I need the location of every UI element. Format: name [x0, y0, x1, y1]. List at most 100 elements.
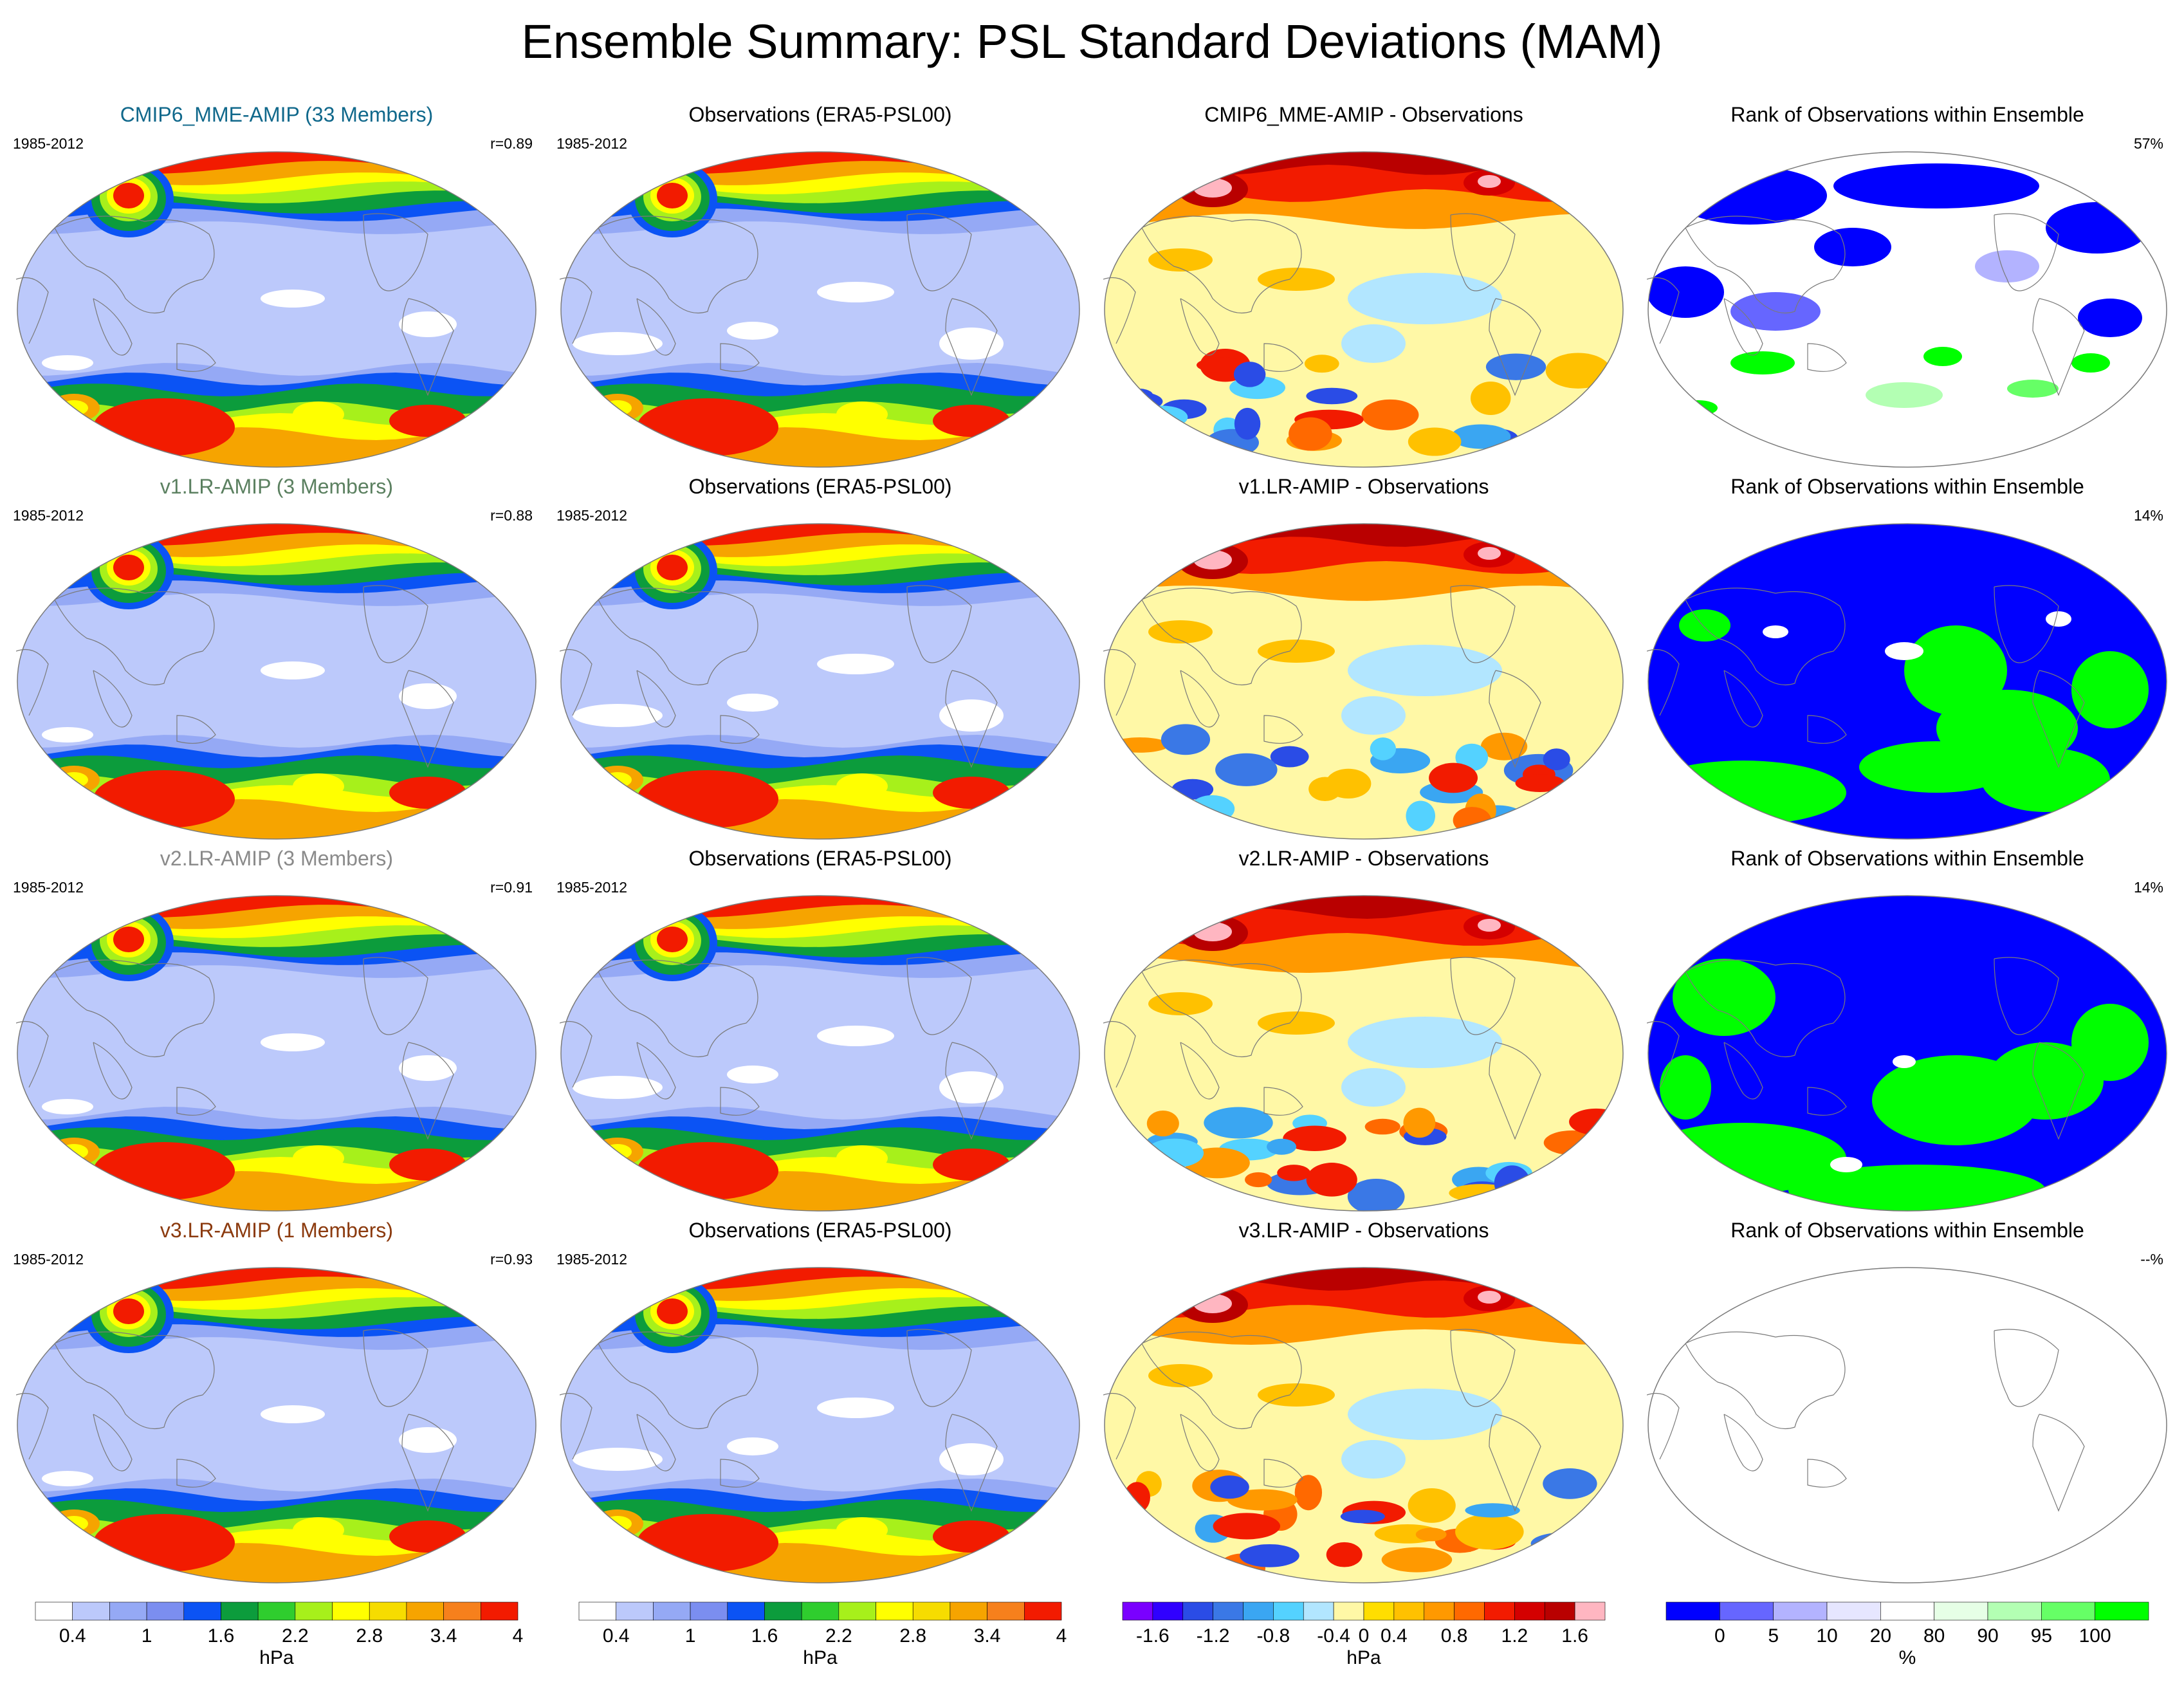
colorbar-swatch [369, 1601, 407, 1621]
period-label: 1985-2012 [556, 879, 627, 896]
colorbar-swatch [616, 1601, 654, 1621]
world-map [16, 1266, 537, 1584]
period-label: 1985-2012 [556, 135, 627, 152]
colorbar-tick-label: 2.2 [825, 1625, 852, 1647]
colorbar-swatch [332, 1601, 370, 1621]
rank-percentage: 14% [2133, 507, 2163, 524]
colorbar-tick-label: 2.8 [356, 1625, 383, 1647]
colorbar-swatch [1424, 1601, 1454, 1621]
colorbar-swatch [764, 1601, 802, 1621]
panel-model-row1: CMIP6_MME-AMIP (33 Members) 1985-2012 r=0.… [6, 103, 547, 476]
colorbar-unit-label: hPa [259, 1647, 294, 1668]
colorbar-swatch [1826, 1601, 1881, 1621]
panel-title: Rank of Observations within Ensemble [1730, 475, 2084, 498]
colorbar-swatch [912, 1601, 951, 1621]
world-map [16, 522, 537, 840]
colorbar-swatch [1273, 1601, 1304, 1621]
panel-rank-row2: Rank of Observations within Ensemble 14% [1637, 475, 2178, 848]
colorbar-tick-label: 2.2 [282, 1625, 309, 1647]
world-map [16, 151, 537, 468]
colorbar-sd-obs: 0.4 1 1.6 2.2 2.8 3.4 4 hPa [578, 1601, 1067, 1679]
colorbar-swatch [109, 1601, 147, 1621]
colorbar-swatch [2095, 1601, 2149, 1621]
panel-title: Observations (ERA5-PSL00) [688, 103, 952, 126]
colorbar-tick-label: 1.6 [1561, 1625, 1588, 1647]
period-label: 1985-2012 [13, 507, 84, 524]
period-label: 1985-2012 [13, 1251, 84, 1268]
colorbar-swatch [183, 1601, 221, 1621]
colorbar-swatch [987, 1601, 1025, 1621]
panel-title: CMIP6_MME-AMIP - Observations [1204, 103, 1523, 126]
colorbar-tick-label: -0.8 [1257, 1625, 1290, 1647]
colorbar-tick-label: 0.8 [1441, 1625, 1468, 1647]
colorbar-swatch [801, 1601, 840, 1621]
pattern-correlation: r=0.88 [490, 507, 533, 524]
colorbar-swatch [35, 1601, 73, 1621]
colorbar-sd-model: 0.4 1 1.6 2.2 2.8 3.4 4 hPa [35, 1601, 523, 1679]
panel-rank-row3: Rank of Observations within Ensemble 14% [1637, 847, 2178, 1220]
colorbar-tick-label: -0.4 [1317, 1625, 1350, 1647]
colorbar-swatch [727, 1601, 765, 1621]
colorbar-swatch [1987, 1601, 2042, 1621]
figure-title: Ensemble Summary: PSL Standard Deviation… [521, 15, 1663, 68]
colorbar-swatch [1182, 1601, 1213, 1621]
panel-title: Observations (ERA5-PSL00) [688, 847, 952, 870]
colorbar-swatch [578, 1601, 616, 1621]
colorbar-swatch [1454, 1601, 1485, 1621]
colorbar-tick-label: 20 [1870, 1625, 1891, 1647]
panel-model-row2: v1.LR-AMIP (3 Members) 1985-2012 r=0.88 [6, 475, 547, 848]
colorbar-tick-label: 4 [1056, 1625, 1067, 1647]
panel-obs-row4: Observations (ERA5-PSL00) 1985-2012 [550, 1219, 1090, 1592]
colorbar-tick-label: 1 [685, 1625, 696, 1647]
colorbar-swatch [1303, 1601, 1334, 1621]
panel-title: v2.LR-AMIP - Observations [1238, 847, 1489, 870]
panel-obs-row3: Observations (ERA5-PSL00) 1985-2012 [550, 847, 1090, 1220]
colorbar-tick-label: 3.4 [430, 1625, 457, 1647]
world-map [1647, 522, 2168, 840]
colorbar-swatch [1213, 1601, 1243, 1621]
panel-title: Rank of Observations within Ensemble [1730, 103, 2084, 126]
world-map [1647, 1266, 2168, 1584]
panel-title: v3.LR-AMIP (1 Members) [160, 1219, 394, 1242]
world-map [1647, 151, 2168, 468]
colorbar-swatch [1152, 1601, 1184, 1621]
colorbar-swatch [1934, 1601, 1988, 1621]
colorbar-tick-label: 0 [1359, 1625, 1370, 1647]
world-map [1103, 1266, 1624, 1584]
colorbar-tick-label: 100 [2079, 1625, 2111, 1647]
world-map [1103, 151, 1624, 468]
colorbar-swatch [443, 1601, 481, 1621]
pattern-correlation: r=0.93 [490, 1251, 533, 1268]
colorbar-tick-label: 5 [1768, 1625, 1779, 1647]
colorbar-swatch [1773, 1601, 1828, 1621]
colorbar-tick-label: 1.6 [751, 1625, 778, 1647]
colorbar-swatch [1333, 1601, 1364, 1621]
colorbar-swatch [1666, 1601, 1720, 1621]
period-label: 1985-2012 [13, 879, 84, 896]
rank-percentage: 57% [2133, 135, 2163, 152]
panel-title: Rank of Observations within Ensemble [1730, 847, 2084, 870]
colorbar-tick-label: 95 [2031, 1625, 2052, 1647]
world-map [1647, 894, 2168, 1212]
colorbar-tick-label: 90 [1977, 1625, 1998, 1647]
panel-model-row4: v3.LR-AMIP (1 Members) 1985-2012 r=0.93 [6, 1219, 547, 1592]
colorbar-swatch [690, 1601, 728, 1621]
colorbar-swatch [1514, 1601, 1545, 1621]
panel-diff-row4: v3.LR-AMIP - Observations [1094, 1219, 1634, 1592]
panel-title: CMIP6_MME-AMIP (33 Members) [120, 103, 434, 126]
colorbar-swatch [1880, 1601, 1934, 1621]
colorbar-swatch [72, 1601, 110, 1621]
colorbar-swatch [2041, 1601, 2095, 1621]
colorbar-swatch [950, 1601, 987, 1621]
colorbar-swatch [481, 1601, 518, 1621]
colorbar-swatch [1122, 1601, 1153, 1621]
colorbar-tick-label: 1 [142, 1625, 152, 1647]
panel-obs-row1: Observations (ERA5-PSL00) 1985-2012 [550, 103, 1090, 476]
world-map [1103, 894, 1624, 1212]
colorbar-swatch [1574, 1601, 1606, 1621]
panel-diff-row3: v2.LR-AMIP - Observations [1094, 847, 1634, 1220]
colorbar-unit-label: hPa [1346, 1647, 1381, 1668]
colorbar-tick-label: -1.2 [1197, 1625, 1230, 1647]
panel-model-row3: v2.LR-AMIP (3 Members) 1985-2012 r=0.91 [6, 847, 547, 1220]
colorbar-swatch [838, 1601, 876, 1621]
